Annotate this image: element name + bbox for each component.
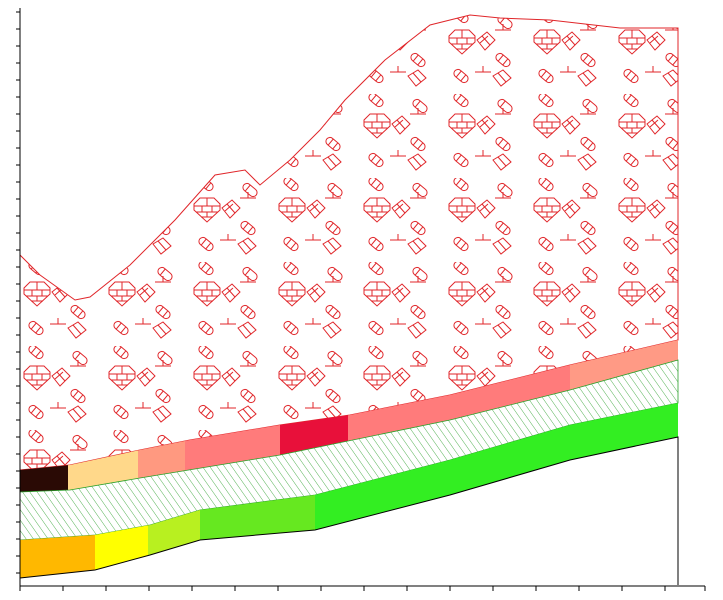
axes <box>16 8 706 591</box>
base-line <box>19 436 679 585</box>
